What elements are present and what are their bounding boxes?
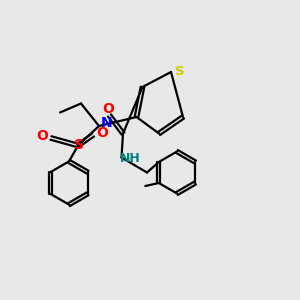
Text: O: O: [102, 102, 114, 116]
Text: N: N: [101, 116, 112, 130]
Text: S: S: [175, 64, 184, 78]
Text: O: O: [96, 126, 108, 140]
Text: NH: NH: [120, 152, 141, 166]
Text: S: S: [74, 138, 84, 152]
Text: O: O: [37, 129, 49, 142]
